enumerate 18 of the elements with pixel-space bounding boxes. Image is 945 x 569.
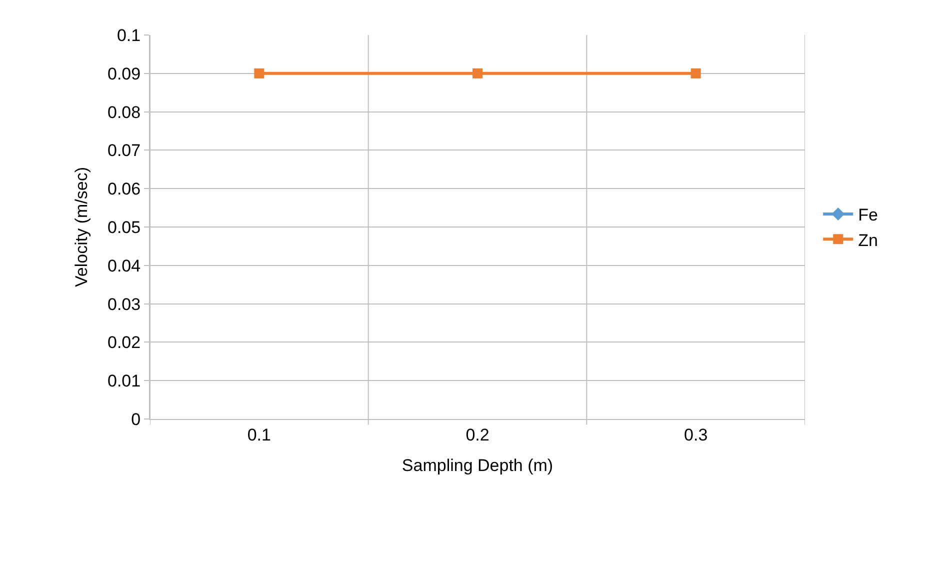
y-tick-label: 0.02 [108, 333, 141, 352]
legend-label: Fe [858, 206, 878, 225]
y-tick-label: 0.09 [108, 64, 141, 84]
y-tick-label: 0.05 [108, 218, 141, 237]
x-tick-label: 0.2 [466, 425, 490, 444]
y-tick-label: 0 [131, 410, 141, 429]
x-tick-label: 0.3 [684, 425, 708, 444]
y-tick-label: 0.03 [108, 294, 141, 314]
y-tick-label: 0.1 [116, 26, 141, 45]
x-axis-title: Sampling Depth (m) [402, 456, 554, 475]
legend-label: Zn [858, 230, 878, 250]
y-tick-label: 0.08 [108, 102, 141, 122]
x-tick-label: 0.1 [247, 425, 271, 444]
y-tick-label: 0.04 [108, 256, 141, 276]
y-tick-label: 0.06 [108, 180, 141, 199]
y-tick-label: 0.01 [108, 372, 141, 391]
y-axis-title: Velocity (m/sec) [72, 167, 92, 287]
y-tick-label: 0.07 [108, 141, 141, 160]
